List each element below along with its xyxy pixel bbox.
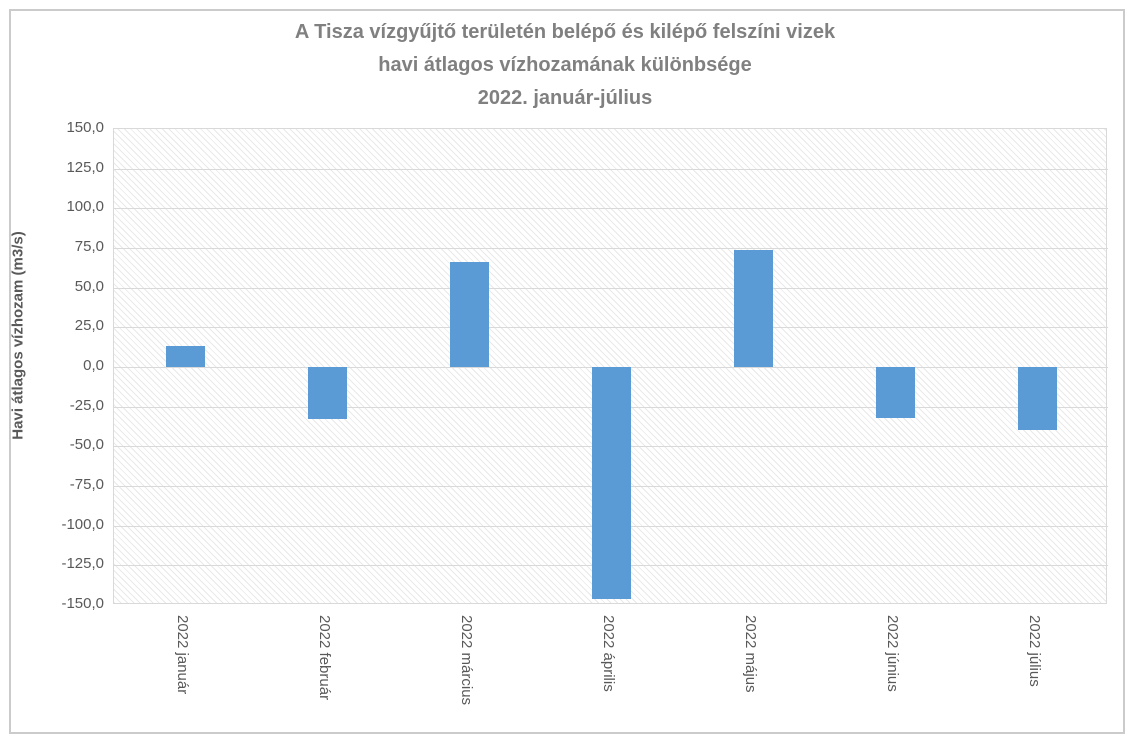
bar-2 bbox=[307, 367, 347, 420]
y-tick-label: 50,0 bbox=[74, 277, 104, 295]
gridline bbox=[114, 327, 1108, 329]
y-tick-label: -50,0 bbox=[69, 436, 104, 454]
y-tick-label: 125,0 bbox=[66, 158, 104, 176]
y-tick-label: -125,0 bbox=[61, 555, 104, 573]
x-category-label: 2022 március bbox=[458, 615, 475, 706]
gridline bbox=[114, 287, 1108, 289]
bar-5 bbox=[733, 249, 773, 367]
x-category-label: 2022 február bbox=[316, 615, 333, 701]
x-category-label: 2022 május bbox=[742, 615, 759, 693]
x-category-label: 2022 június bbox=[884, 615, 901, 692]
x-category-label: 2022 április bbox=[600, 615, 617, 692]
gridline bbox=[114, 168, 1108, 170]
gridline bbox=[114, 248, 1108, 249]
y-tick-label: 75,0 bbox=[74, 238, 104, 255]
bar-1 bbox=[165, 346, 205, 367]
bar-7 bbox=[1017, 367, 1057, 431]
gridline bbox=[114, 208, 1108, 210]
x-category-label: 2022 július bbox=[1026, 615, 1043, 687]
chart-title: A Tisza vízgyűjtő területén belépő és ki… bbox=[0, 16, 1130, 115]
y-tick-label: 150,0 bbox=[66, 119, 104, 136]
bar-6 bbox=[875, 367, 915, 418]
bar-4 bbox=[591, 367, 631, 599]
y-tick-label: 25,0 bbox=[74, 317, 104, 335]
y-tick-label: -75,0 bbox=[69, 476, 104, 493]
x-category-label: 2022 január bbox=[174, 615, 191, 695]
y-tick-label: -150,0 bbox=[61, 595, 104, 612]
y-tick-label: 100,0 bbox=[66, 198, 104, 216]
chart-title-line-1: A Tisza vízgyűjtő területén belépő és ki… bbox=[294, 21, 836, 43]
plot-area bbox=[113, 128, 1108, 604]
y-tick-label: -25,0 bbox=[69, 396, 104, 414]
y-tick-label: -100,0 bbox=[61, 515, 104, 533]
chart-title-line-2: havi átlagos vízhozamának különbsége bbox=[378, 54, 752, 76]
chart-title-line-3: 2022. január-július bbox=[477, 87, 653, 109]
y-tick-label: 0,0 bbox=[83, 357, 104, 374]
bar-3 bbox=[449, 262, 489, 367]
